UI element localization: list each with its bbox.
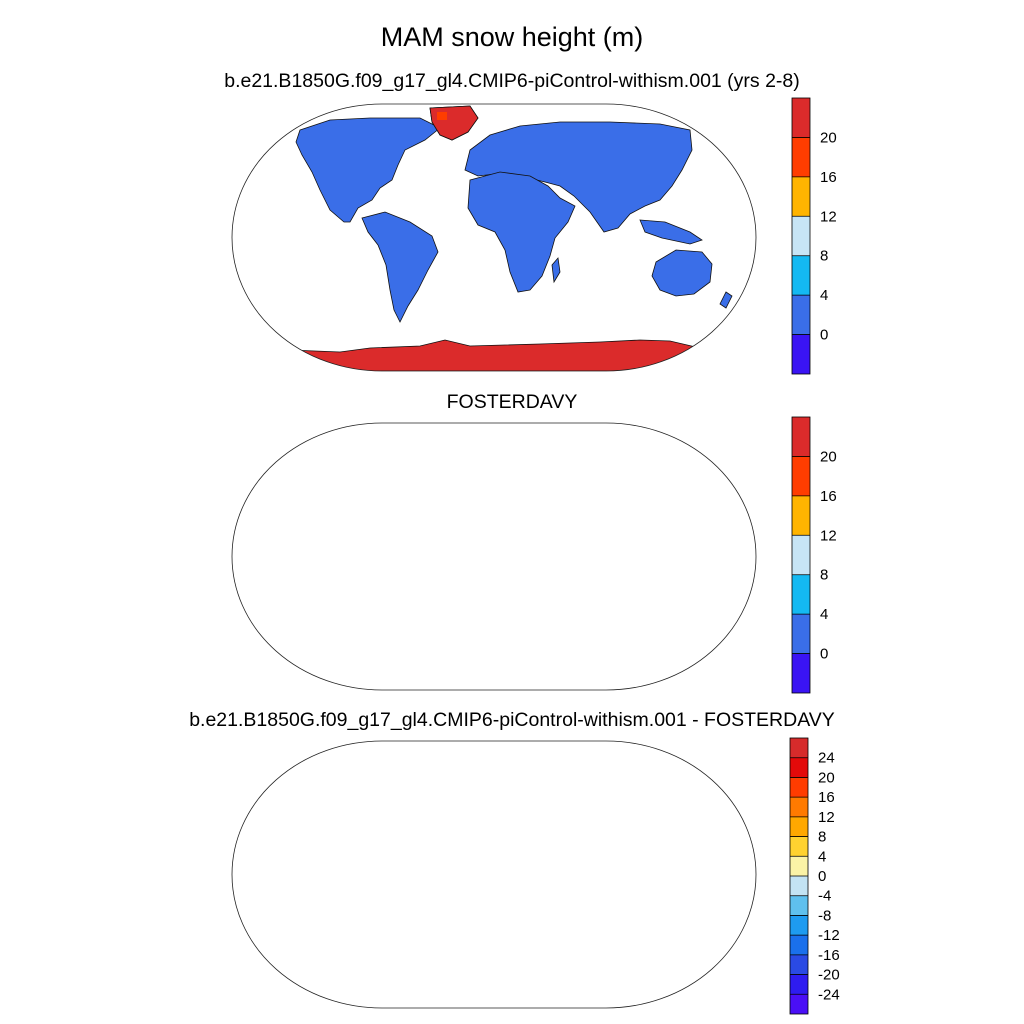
colorbar-tick-label: 8 bbox=[820, 567, 828, 584]
colorbar-swatch bbox=[790, 994, 808, 1014]
colorbar-swatch bbox=[792, 417, 810, 457]
colorbar-tick-label: -8 bbox=[818, 907, 831, 924]
colorbar-swatch bbox=[790, 895, 808, 916]
colorbar-swatch bbox=[792, 334, 810, 374]
colorbar-tick-label: 16 bbox=[820, 488, 837, 505]
colorbar-swatch bbox=[792, 255, 810, 296]
colorbar-swatch bbox=[792, 98, 810, 138]
colorbar-swatch bbox=[792, 176, 810, 217]
colorbar-panel-1: 20 16 12 8 4 0 bbox=[791, 97, 837, 375]
colorbar-swatch bbox=[790, 974, 808, 995]
panel-1-title: b.e21.B1850G.f09_g17_gl4.CMIP6-piControl… bbox=[224, 70, 800, 92]
map-panel-2 bbox=[231, 422, 757, 691]
panel-2-title: FOSTERDAVY bbox=[446, 391, 578, 413]
colorbar-swatch bbox=[790, 757, 808, 778]
colorbar-tick-label: 12 bbox=[818, 809, 835, 826]
colorbar-frame bbox=[791, 97, 811, 375]
colorbar-swatch bbox=[792, 614, 810, 654]
colorbar-swatch bbox=[790, 856, 808, 876]
colorbar-swatch bbox=[790, 915, 808, 936]
colorbar-tick-label: 4 bbox=[820, 287, 828, 304]
colorbar-frame bbox=[791, 416, 811, 694]
panel-3-title: b.e21.B1850G.f09_g17_gl4.CMIP6-piControl… bbox=[189, 709, 835, 731]
colorbar-tick-label: 12 bbox=[820, 527, 837, 544]
colorbar-swatch bbox=[790, 935, 808, 955]
colorbar-tick-label: 8 bbox=[820, 248, 828, 265]
colorbar-swatch bbox=[792, 535, 810, 575]
colorbar-swatch bbox=[790, 816, 808, 837]
colorbar-swatch bbox=[790, 797, 808, 817]
colorbar-swatch bbox=[792, 574, 810, 615]
colorbar-swatch bbox=[792, 137, 810, 177]
colorbar-tick-label: 20 bbox=[820, 129, 837, 146]
colorbar-tick-label: 16 bbox=[820, 169, 837, 186]
colorbar-swatch bbox=[790, 738, 808, 758]
colorbar-swatch bbox=[792, 216, 810, 256]
colorbar-tick-label: -12 bbox=[818, 927, 840, 944]
colorbar-tick-label: 4 bbox=[818, 848, 826, 865]
colorbar-tick-label: 20 bbox=[820, 448, 837, 465]
colorbar-swatch bbox=[790, 954, 808, 975]
colorbar-swatch bbox=[790, 836, 808, 857]
colorbar-tick-label: 24 bbox=[818, 750, 835, 767]
colorbar-panel-2: 20 16 12 8 4 0 bbox=[791, 416, 837, 694]
colorbar-tick-label: 12 bbox=[820, 208, 837, 225]
colorbar-tick-label: -4 bbox=[818, 888, 831, 905]
colorbar-swatch bbox=[792, 653, 810, 693]
colorbar-swatch bbox=[790, 876, 808, 896]
colorbar-swatch bbox=[790, 777, 808, 798]
colorbar-tick-label: 0 bbox=[820, 646, 828, 663]
colorbar-tick-label: 16 bbox=[818, 789, 835, 806]
colorbar-panel-3: 24 20 16 12 8 4 0 -4 -8 -12 -16 -20 -24 bbox=[789, 737, 840, 1015]
map-panel-1 bbox=[231, 103, 757, 372]
colorbar-tick-label: 20 bbox=[818, 769, 835, 786]
colorbar-tick-label: 0 bbox=[818, 868, 826, 885]
figure-title: MAM snow height (m) bbox=[380, 22, 644, 52]
colorbar-swatch bbox=[792, 456, 810, 496]
colorbar-tick-label: 8 bbox=[818, 829, 826, 846]
colorbar-tick-label: -20 bbox=[818, 967, 840, 984]
colorbar-tick-label: -16 bbox=[818, 947, 840, 964]
colorbar-swatch bbox=[792, 295, 810, 335]
colorbar-swatch bbox=[792, 495, 810, 536]
colorbar-tick-label: -24 bbox=[818, 986, 840, 1003]
colorbar-tick-label: 4 bbox=[820, 606, 828, 623]
colorbar-tick-label: 0 bbox=[820, 327, 828, 344]
map-panel-3 bbox=[231, 740, 757, 1009]
